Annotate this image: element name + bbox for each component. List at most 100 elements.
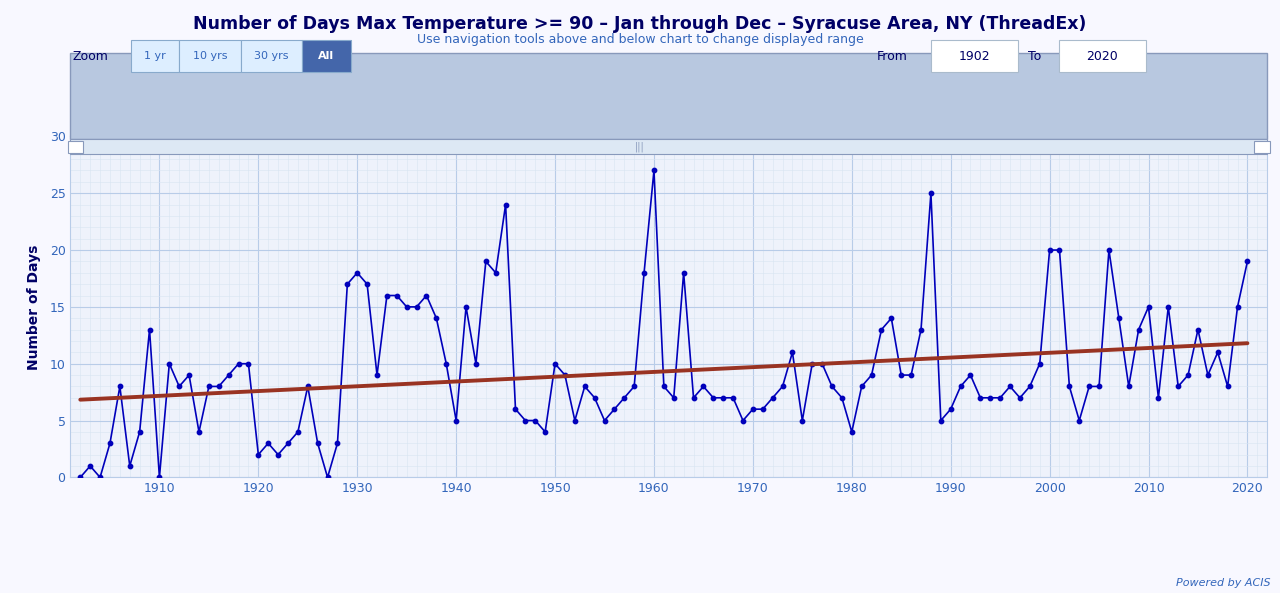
- Point: [881, 314, 901, 323]
- Point: [406, 302, 426, 312]
- Point: [673, 268, 694, 278]
- Point: [456, 302, 476, 312]
- Point: [832, 393, 852, 403]
- Point: [387, 291, 407, 300]
- Point: [1010, 393, 1030, 403]
- Y-axis label: Number of Days: Number of Days: [27, 244, 41, 369]
- Text: Use navigation tools above and below chart to change displayed range: Use navigation tools above and below cha…: [416, 33, 864, 46]
- Point: [861, 370, 882, 380]
- Point: [1158, 302, 1179, 312]
- Point: [238, 359, 259, 368]
- Point: [70, 473, 91, 482]
- Point: [812, 359, 832, 368]
- Point: [941, 404, 961, 414]
- Point: [367, 370, 388, 380]
- Point: [79, 461, 100, 471]
- Point: [1138, 302, 1158, 312]
- Point: [960, 370, 980, 380]
- Point: [644, 165, 664, 176]
- Text: Powered by ACIS: Powered by ACIS: [1176, 578, 1271, 588]
- Point: [841, 427, 861, 436]
- Point: [188, 427, 209, 436]
- Point: [753, 404, 773, 414]
- Point: [901, 370, 922, 380]
- Point: [150, 473, 170, 482]
- Point: [911, 325, 932, 334]
- Point: [110, 382, 131, 391]
- Point: [159, 359, 179, 368]
- Point: [317, 473, 338, 482]
- Point: [535, 427, 556, 436]
- Point: [219, 370, 239, 380]
- Point: [654, 382, 675, 391]
- Point: [950, 382, 970, 391]
- Point: [920, 189, 941, 198]
- Point: [604, 404, 625, 414]
- Point: [90, 473, 110, 482]
- Point: [328, 439, 348, 448]
- Point: [1108, 314, 1129, 323]
- Point: [1119, 382, 1139, 391]
- Point: [129, 427, 150, 436]
- Point: [594, 416, 614, 425]
- Point: [506, 404, 526, 414]
- Point: [376, 291, 397, 300]
- Point: [515, 416, 535, 425]
- Text: All: All: [319, 51, 334, 61]
- Point: [989, 393, 1010, 403]
- Point: [585, 393, 605, 403]
- Point: [723, 393, 744, 403]
- Point: [803, 359, 823, 368]
- Point: [872, 325, 892, 334]
- Point: [634, 268, 654, 278]
- Text: 1 yr: 1 yr: [145, 51, 165, 61]
- Point: [1129, 325, 1149, 334]
- Point: [1228, 302, 1248, 312]
- Point: [209, 382, 229, 391]
- Point: [742, 404, 763, 414]
- Point: [179, 370, 200, 380]
- Point: [268, 450, 288, 460]
- Point: [545, 359, 566, 368]
- Point: [259, 439, 279, 448]
- Point: [792, 416, 813, 425]
- Text: 1902: 1902: [959, 50, 989, 62]
- Point: [248, 450, 269, 460]
- Point: [307, 439, 328, 448]
- Point: [732, 416, 753, 425]
- Point: [980, 393, 1001, 403]
- Point: [1238, 257, 1258, 266]
- Text: Number of Days Max Temperature >= 90 – Jan through Dec – Syracuse Area, NY (Thre: Number of Days Max Temperature >= 90 – J…: [193, 15, 1087, 33]
- Point: [1020, 382, 1041, 391]
- Point: [1089, 382, 1110, 391]
- Text: 2020: 2020: [1087, 50, 1117, 62]
- Point: [1059, 382, 1079, 391]
- Point: [684, 393, 704, 403]
- Point: [1188, 325, 1208, 334]
- Point: [970, 393, 991, 403]
- Point: [228, 359, 248, 368]
- Point: [1079, 382, 1100, 391]
- Point: [931, 416, 951, 425]
- Text: To: To: [1028, 50, 1041, 62]
- Point: [169, 382, 189, 391]
- Point: [297, 382, 317, 391]
- Point: [1039, 246, 1060, 255]
- Point: [1029, 359, 1050, 368]
- Point: [525, 416, 545, 425]
- Point: [1069, 416, 1089, 425]
- Point: [782, 347, 803, 357]
- Point: [564, 416, 585, 425]
- Text: 30 yrs: 30 yrs: [255, 51, 288, 61]
- Point: [357, 279, 378, 289]
- Point: [466, 359, 486, 368]
- Point: [1207, 347, 1228, 357]
- Point: [713, 393, 733, 403]
- Point: [347, 268, 367, 278]
- Point: [694, 382, 714, 391]
- Point: [822, 382, 842, 391]
- Point: [1178, 370, 1198, 380]
- Point: [476, 257, 497, 266]
- Point: [763, 393, 783, 403]
- Point: [1198, 370, 1219, 380]
